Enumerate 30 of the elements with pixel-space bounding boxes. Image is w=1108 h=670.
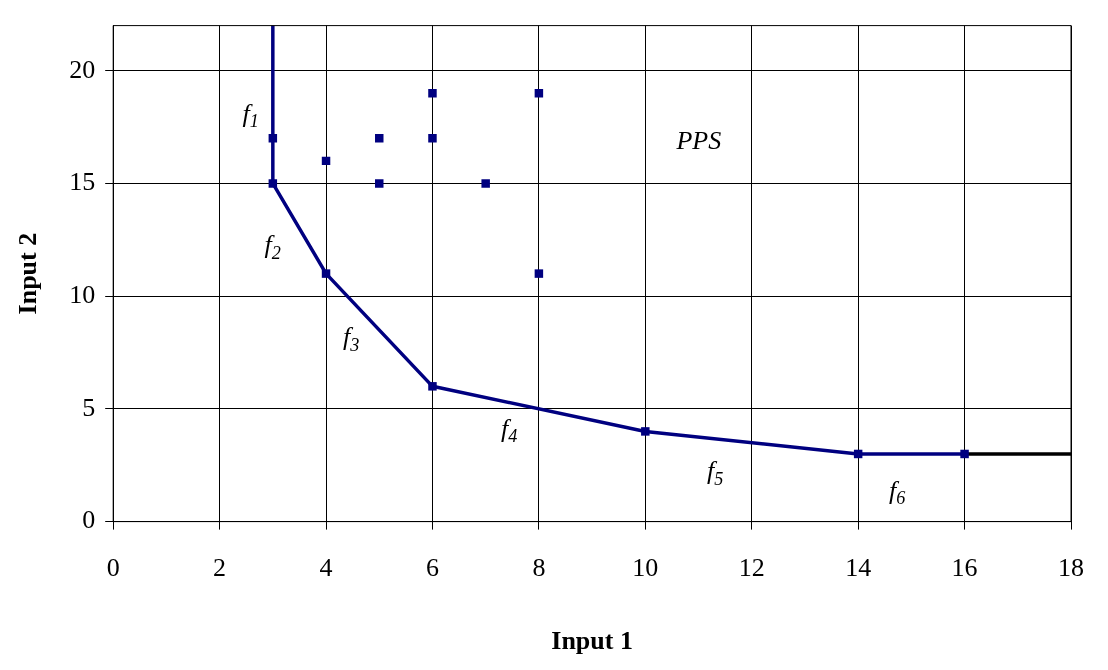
x-axis-title: Input 1	[551, 626, 633, 656]
x-tick-label: 16	[951, 553, 978, 583]
point	[534, 269, 544, 278]
x-tick-label: 12	[738, 553, 765, 583]
point	[428, 134, 437, 143]
y-tick-label: 10	[69, 279, 96, 309]
x-tick-label: 14	[845, 553, 872, 583]
point	[375, 179, 384, 188]
point	[428, 88, 437, 98]
point	[321, 269, 331, 278]
x-tick-label: 4	[319, 553, 333, 583]
point	[268, 134, 278, 143]
y-axis-title: Input 2	[13, 232, 43, 315]
x-tick-label: 8	[532, 553, 546, 583]
y-tick-label: 20	[69, 54, 96, 84]
annotation: PPS	[675, 125, 722, 155]
point	[641, 427, 650, 436]
x-tick-label: 18	[1058, 553, 1084, 583]
x-tick-label: 6	[425, 553, 439, 583]
point	[268, 179, 278, 188]
point	[375, 134, 384, 143]
point	[960, 449, 969, 459]
x-tick-label: 10	[632, 553, 659, 583]
x-tick-label: 2	[213, 553, 227, 583]
y-tick-label: 15	[69, 167, 96, 197]
point	[481, 179, 490, 188]
y-tick-label: 0	[82, 505, 96, 535]
point	[428, 382, 437, 391]
y-tick-label: 5	[82, 392, 96, 422]
x-tick-label: 0	[106, 553, 120, 583]
